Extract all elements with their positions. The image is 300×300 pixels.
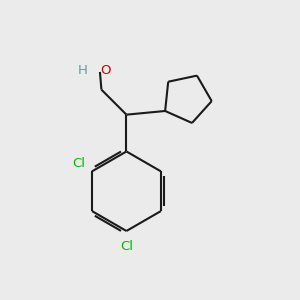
- Text: H: H: [78, 64, 88, 77]
- Text: O: O: [100, 64, 110, 77]
- Text: Cl: Cl: [120, 240, 133, 253]
- Text: Cl: Cl: [72, 157, 85, 170]
